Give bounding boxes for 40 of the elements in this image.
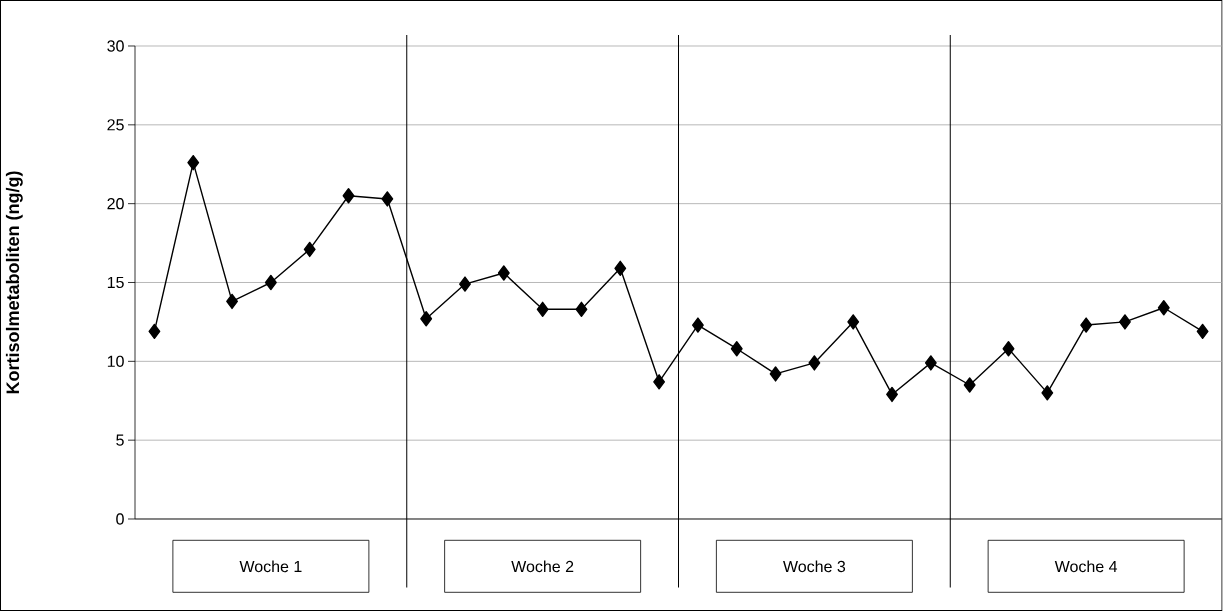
point (1080, 317, 1093, 333)
text: Woche 1 (239, 560, 302, 573)
point (653, 374, 666, 390)
point (303, 241, 316, 258)
text: Woche 2 (511, 560, 574, 573)
point (187, 154, 200, 171)
point (691, 317, 704, 333)
point (1119, 314, 1131, 330)
y-tick-label: 20 (107, 198, 124, 210)
point (226, 293, 239, 310)
point (420, 311, 433, 327)
point (963, 377, 976, 393)
y-tick-label: 30 (107, 40, 124, 52)
point (497, 265, 510, 281)
y-tick-label: 5 (116, 434, 124, 446)
point (148, 323, 161, 340)
y-tick-label: 0 (116, 513, 124, 525)
y-tick-label: 15 (107, 276, 124, 289)
y-tick-label: 25 (107, 119, 124, 131)
point (342, 188, 355, 204)
y-tick-label: 10 (107, 355, 124, 367)
point (575, 301, 588, 317)
point (808, 355, 821, 371)
y-axis-title: Kortisolmetaboliten (ng/g) (5, 171, 23, 394)
point (381, 191, 394, 207)
point (1196, 323, 1209, 340)
point (769, 366, 782, 382)
point (536, 301, 549, 317)
text: Woche 4 (1054, 560, 1118, 573)
point (924, 355, 937, 371)
point (730, 341, 743, 357)
point (264, 274, 277, 291)
point (459, 276, 471, 292)
point (886, 386, 898, 403)
point (1157, 300, 1170, 316)
point (1002, 341, 1015, 357)
text: Woche 3 (783, 560, 846, 573)
point (847, 314, 860, 330)
point (1041, 385, 1054, 401)
point (614, 260, 627, 277)
